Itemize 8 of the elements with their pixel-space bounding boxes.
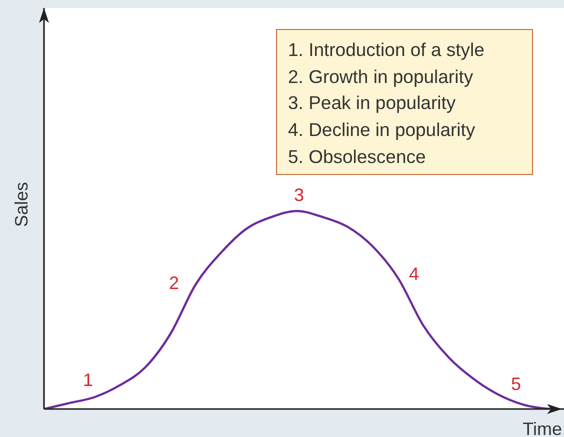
note-box: 1. Introduction of a style 2. Growth in popularity 3. Peak in popularity 4. Decline in popularity 5. Obsolescence: [276, 29, 533, 175]
text: 3: [294, 185, 304, 205]
x-axis-title: Time: [522, 419, 562, 437]
annotation: 2: [168, 273, 180, 293]
annotation: 5: [510, 374, 522, 394]
annotation: 1: [82, 370, 94, 390]
y-axis-title: Sales: [11, 182, 32, 228]
annotation: 4: [408, 264, 420, 284]
